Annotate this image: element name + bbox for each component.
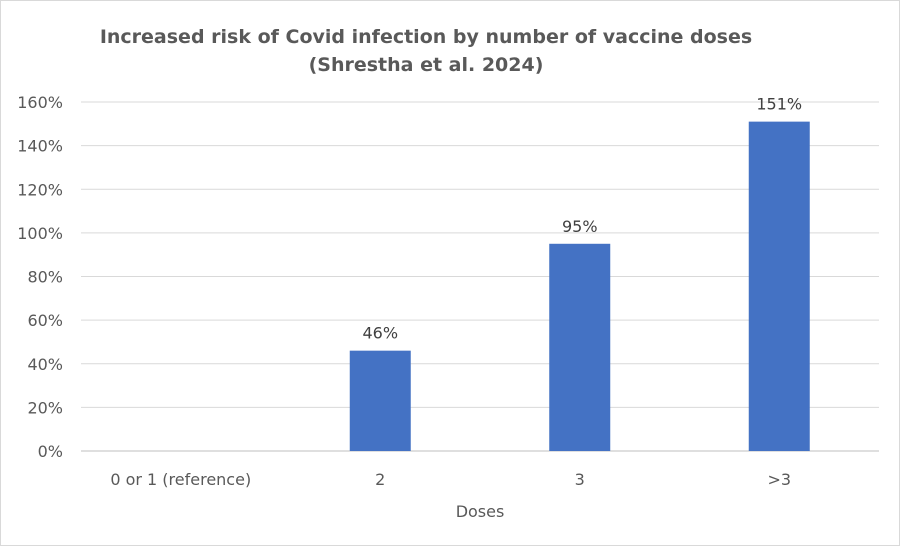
data-labels: 46% 95% 151% [362, 95, 802, 343]
x-tick-label: 3 [575, 470, 585, 489]
x-tick-label: 2 [375, 470, 385, 489]
bar [748, 121, 810, 451]
chart-title: Increased risk of Covid infection by num… [1, 23, 851, 79]
y-tick-label: 20% [27, 398, 63, 417]
gridlines [81, 101, 879, 452]
y-tick-label: 100% [17, 224, 63, 243]
y-tick-label: 120% [17, 180, 63, 199]
bars [349, 121, 810, 451]
x-axis-title: Doses [456, 502, 505, 521]
y-tick-label: 0% [38, 442, 63, 461]
bar [349, 350, 411, 451]
y-axis-ticks: 0% 20% 40% 60% 80% 100% 120% 140% 160% [17, 93, 63, 461]
data-label: 46% [362, 324, 398, 343]
x-tick-label: 0 or 1 (reference) [110, 470, 251, 489]
y-tick-label: 40% [27, 355, 63, 374]
x-tick-label: >3 [767, 470, 791, 489]
data-label: 151% [756, 95, 802, 114]
data-label: 95% [562, 217, 598, 236]
x-axis-ticks: 0 or 1 (reference) 2 3 >3 [110, 470, 791, 489]
y-tick-label: 60% [27, 311, 63, 330]
y-tick-label: 80% [27, 268, 63, 287]
chart-title-line: Increased risk of Covid infection by num… [99, 26, 753, 48]
y-tick-label: 160% [17, 93, 63, 112]
chart-subtitle-line: (Shrestha et al. 2024) [308, 54, 544, 76]
bar [549, 243, 611, 451]
y-tick-label: 140% [17, 137, 63, 156]
